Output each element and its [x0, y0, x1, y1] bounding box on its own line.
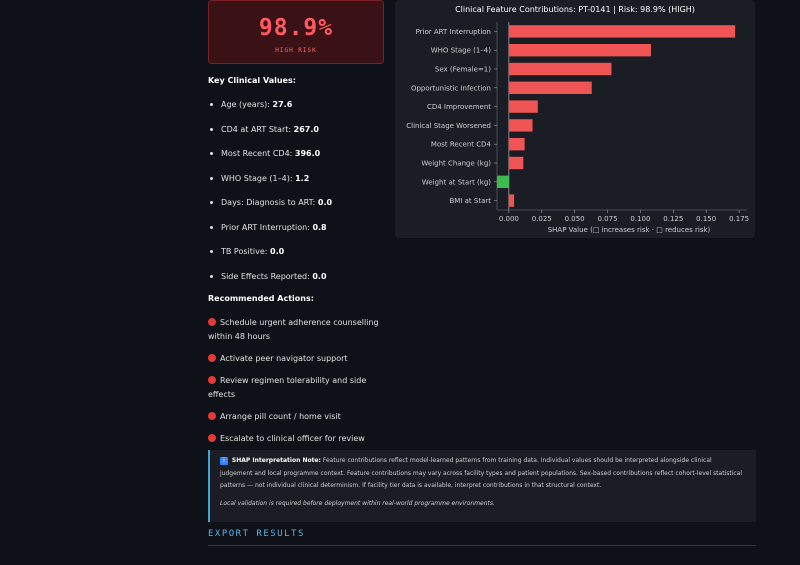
red-circle-icon: [208, 354, 216, 362]
chart-x-axis-label: SHAP Value (□ increases risk · □ reduces…: [548, 226, 711, 234]
action-item: Escalate to clinical officer for review: [208, 432, 388, 446]
chart-x-tick-label: 0.050: [565, 215, 585, 223]
action-item: Schedule urgent adherence counselling wi…: [208, 316, 388, 344]
chart-x-tick-label: 0.000: [499, 215, 519, 223]
recommended-actions-list: Schedule urgent adherence counselling wi…: [208, 316, 388, 454]
red-circle-icon: [208, 434, 216, 442]
chart-category-label: Prior ART Interruption: [416, 28, 491, 36]
key-value-number: 0.0: [317, 198, 333, 207]
key-value-item: CD4 at ART Start: 267.0: [208, 125, 388, 150]
note-local-validation: Local validation is required before depl…: [220, 499, 495, 507]
export-results-header: EXPORT RESULTS: [208, 529, 756, 546]
chart-title: Clinical Feature Contributions: PT-0141 …: [455, 5, 695, 14]
chart-category-label: WHO Stage (1–4): [431, 47, 492, 55]
chart-x-tick-label: 0.075: [598, 215, 618, 223]
key-value-item: Prior ART Interruption: 0.8: [208, 223, 388, 248]
key-value-number: 27.6: [272, 100, 293, 109]
key-value-label: Prior ART Interruption:: [221, 222, 310, 232]
chart-category-label: Weight at Start (kg): [422, 178, 491, 186]
key-value-label: WHO Stage (1–4):: [221, 173, 293, 183]
key-values-list: Age (years): 27.6 CD4 at ART Start: 267.0…: [208, 100, 388, 296]
chart-category-label: Most Recent CD4: [431, 141, 492, 149]
note-title: SHAP Interpretation Note:: [231, 457, 321, 464]
key-value-label: Days: Diagnosis to ART:: [221, 198, 316, 207]
chart-category-label: Clinical Stage Worsened: [406, 122, 491, 130]
chart-category-label: Sex (Female=1): [435, 66, 491, 74]
chart-bar: [508, 81, 592, 95]
key-value-item: Most Recent CD4: 396.0: [208, 149, 388, 174]
action-item: Arrange pill count / home visit: [208, 410, 388, 424]
chart-x-tick-label: 0.125: [663, 215, 683, 223]
key-value-label: Most Recent CD4:: [221, 149, 293, 158]
key-value-number: 267.0: [293, 124, 319, 134]
chart-bar: [508, 137, 525, 151]
key-value-number: 0.0: [270, 247, 285, 256]
shap-chart-card: Clinical Feature Contributions: PT-0141 …: [395, 0, 755, 238]
key-value-item: Days: Diagnosis to ART: 0.0: [208, 198, 388, 223]
shap-interpretation-note: i SHAP Interpretation Note: Feature cont…: [208, 450, 756, 522]
chart-bar: [497, 175, 509, 189]
chart-category-label: BMI at Start: [450, 197, 492, 205]
chart-category-label: CD4 Improvement: [427, 103, 491, 111]
chart-x-tick-label: 0.025: [532, 215, 552, 223]
chart-bar: [508, 25, 736, 38]
chart-bar: [508, 156, 524, 170]
key-value-item: Age (years): 27.6: [208, 100, 388, 125]
chart-x-tick-label: 0.175: [729, 215, 749, 223]
chart-x-tick-label: 0.150: [696, 215, 716, 223]
key-value-number: 0.0: [312, 271, 327, 281]
key-value-number: 1.2: [295, 173, 310, 183]
key-value-item: Side Effects Reported: 0.0: [208, 272, 388, 297]
key-values-title: Key Clinical Values:: [208, 76, 296, 85]
risk-level-label: HIGH RISK: [275, 47, 317, 54]
chart-bar: [508, 43, 651, 57]
key-value-label: Age (years):: [221, 100, 270, 109]
key-value-label: TB Positive:: [221, 247, 268, 256]
key-value-number: 0.8: [312, 222, 327, 232]
key-value-item: TB Positive: 0.0: [208, 247, 388, 272]
chart-category-label: Opportunistic Infection: [411, 84, 491, 92]
chart-bar: [508, 62, 612, 76]
chart-bar: [508, 194, 515, 207]
shap-bar-chart: Clinical Feature Contributions: PT-0141 …: [406, 5, 749, 234]
red-circle-icon: [208, 318, 216, 326]
info-icon: i: [220, 457, 228, 465]
key-value-number: 396.0: [294, 149, 321, 158]
actions-title: Recommended Actions:: [208, 294, 314, 303]
key-value-label: CD4 at ART Start:: [221, 124, 292, 134]
action-text: Escalate to clinical officer for review: [220, 434, 365, 443]
action-text: Review regimen tolerability and side eff…: [208, 376, 367, 399]
red-circle-icon: [208, 376, 216, 384]
chart-category-label: Weight Change (kg): [421, 160, 491, 168]
chart-bar: [508, 100, 538, 113]
key-value-item: WHO Stage (1–4): 1.2: [208, 174, 388, 199]
action-text: Schedule urgent adherence counselling wi…: [208, 318, 379, 341]
note-body: Feature contributions reflect model-lear…: [220, 457, 742, 489]
action-text: Arrange pill count / home visit: [220, 412, 341, 421]
risk-score-value: 98.9%: [258, 15, 334, 41]
chart-x-tick-label: 0.100: [630, 215, 650, 223]
risk-score-card: 98.9% HIGH RISK: [208, 0, 384, 64]
red-circle-icon: [208, 412, 216, 420]
action-item: Review regimen tolerability and side eff…: [208, 374, 388, 402]
chart-bar: [508, 119, 533, 132]
action-text: Activate peer navigator support: [220, 354, 348, 363]
key-value-label: Side Effects Reported:: [221, 271, 310, 281]
action-item: Activate peer navigator support: [208, 352, 388, 366]
